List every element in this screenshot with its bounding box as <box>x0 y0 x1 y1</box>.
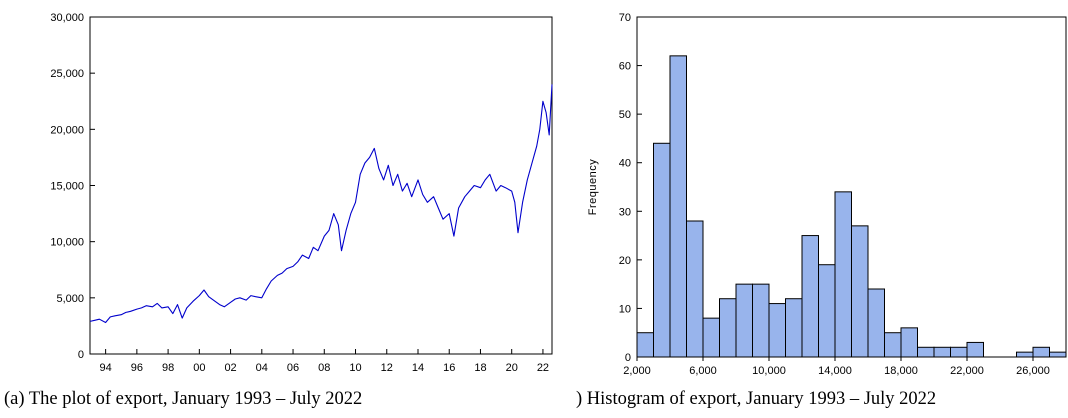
x-tick-label: 98 <box>162 362 174 374</box>
x-tick-label: 14 <box>412 362 424 374</box>
x-tick-label: 02 <box>224 362 236 374</box>
x-tick-label: 08 <box>318 362 330 374</box>
x-tick-label: 20 <box>506 362 518 374</box>
histogram-bar <box>785 298 803 358</box>
x-tick-label: 12 <box>381 362 393 374</box>
histogram-bar <box>702 317 720 358</box>
histogram-bar <box>966 341 984 358</box>
x-tick-label: 18 <box>474 362 486 374</box>
x-tick-label: 18,000 <box>884 365 918 377</box>
x-tick-label: 22,000 <box>950 365 984 377</box>
x-tick-label: 10,000 <box>752 365 786 377</box>
x-tick-label: 06 <box>287 362 299 374</box>
histogram-bar <box>884 332 902 358</box>
histogram-bar <box>768 303 786 358</box>
charts-canvas: 0 5,000 10,000 15,000 20,000 25,000 30,000 94 96… <box>50 12 1067 377</box>
x-tick-label: 00 <box>193 362 205 374</box>
y-tick-label: 10 <box>619 303 631 315</box>
export-series-line <box>89 84 553 324</box>
histogram-bar <box>917 346 935 358</box>
y-tick-label: 10,000 <box>50 237 84 249</box>
histogram-bar <box>735 283 753 358</box>
y-tick-label: 5,000 <box>56 293 84 305</box>
histogram-bar <box>1016 351 1034 358</box>
y-tick-label: 0 <box>625 352 631 364</box>
y-tick-label: 50 <box>619 109 631 121</box>
x-tick-label: 16 <box>443 362 455 374</box>
line-plot-frame <box>89 16 553 355</box>
x-tick-label: 6,000 <box>689 365 717 377</box>
histogram-bar <box>900 327 918 358</box>
y-tick-label: 20,000 <box>50 124 84 136</box>
x-tick-label: 04 <box>256 362 268 374</box>
y-tick-label: 25,000 <box>50 68 84 80</box>
histogram-bar <box>818 264 836 358</box>
histogram-bar <box>950 346 968 358</box>
y-tick-label: 0 <box>78 349 84 361</box>
histogram-bar <box>851 225 869 358</box>
x-tick-label: 22 <box>537 362 549 374</box>
export-histogram: 0 10 20 30 40 50 60 70 2,000 6,000 10,000 14,000 18,… <box>587 12 1067 377</box>
y-tick-label: 70 <box>619 12 631 24</box>
y-tick-label: 30 <box>619 206 631 218</box>
histogram-bar <box>669 55 687 358</box>
export-line-chart: 0 5,000 10,000 15,000 20,000 25,000 30,000 94 96… <box>50 12 553 374</box>
y-tick-label: 15,000 <box>50 181 84 193</box>
x-tick-label: 96 <box>131 362 143 374</box>
histogram-bar <box>933 346 951 358</box>
x-tick-label: 94 <box>99 362 111 374</box>
histogram-bar <box>719 298 737 358</box>
histogram-bar <box>653 142 671 358</box>
y-tick-label: 30,000 <box>50 12 84 24</box>
histogram-bar <box>1032 346 1050 358</box>
histogram-bar <box>686 220 704 358</box>
histogram-bar <box>752 283 770 358</box>
caption-line-chart: (a) The plot of export, January 1993 – J… <box>4 389 363 409</box>
caption-histogram: ) Histogram of export, January 1993 – Ju… <box>576 389 937 409</box>
x-tick-label: 26,000 <box>1016 365 1050 377</box>
histogram-bar <box>801 235 819 358</box>
histogram-bar <box>1049 351 1067 358</box>
y-axis-title: Frequency <box>587 159 599 215</box>
histogram-bar <box>867 288 885 358</box>
x-tick-label: 10 <box>349 362 361 374</box>
histogram-bar <box>834 191 852 358</box>
y-tick-label: 40 <box>619 158 631 170</box>
histogram-bar <box>636 332 654 358</box>
y-tick-label: 60 <box>619 61 631 73</box>
histogram-plot-frame <box>636 16 1067 358</box>
y-tick-label: 20 <box>619 255 631 267</box>
x-tick-label: 2,000 <box>623 365 651 377</box>
x-tick-label: 14,000 <box>818 365 852 377</box>
